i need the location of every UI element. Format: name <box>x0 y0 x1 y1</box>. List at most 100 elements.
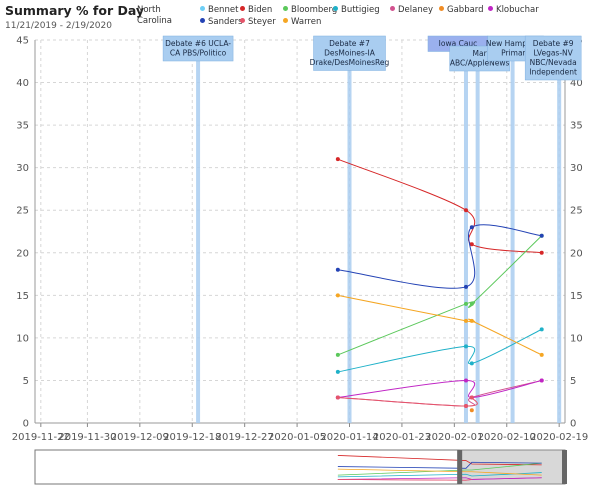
event-label-text: Primary <box>501 49 531 58</box>
overview-line <box>337 461 542 469</box>
chart-header: Summary % for Day 11/21/2019 - 2/19/2020… <box>0 0 600 34</box>
legend-swatch <box>439 6 444 11</box>
legend-label: Biden <box>248 5 273 15</box>
data-point-steyer <box>463 403 468 408</box>
overview-line <box>337 477 542 480</box>
data-point-warren <box>335 293 340 298</box>
series-line-buttigieg <box>337 328 542 373</box>
y-tick-label-left: 25 <box>16 206 29 217</box>
y-tick-label-right: 25 <box>570 206 583 217</box>
overview-brush <box>459 449 566 485</box>
event-label-box <box>313 35 386 71</box>
event-label-text: New Hampshire <box>486 39 546 48</box>
data-point-buttigieg <box>469 361 474 366</box>
legend-swatch <box>283 18 288 23</box>
event-label-text: LVegas-NV <box>534 49 574 58</box>
overview-line <box>337 468 542 476</box>
data-point-biden <box>463 208 468 213</box>
data-point-sanders <box>335 267 340 272</box>
legend-label: Gabbard <box>447 5 484 15</box>
y-tick-label-left: 30 <box>16 163 29 174</box>
legend-label: Klobuchar <box>496 5 539 15</box>
legend-item-gabbard[interactable]: Gabbard <box>439 5 484 16</box>
y-tick-label-right: 40 <box>570 78 583 89</box>
legend-item-steyer[interactable]: Steyer <box>240 17 276 28</box>
data-point-warren <box>469 318 474 323</box>
brush-handle-left <box>457 450 463 484</box>
data-point-sanders <box>463 284 468 289</box>
x-tick-label: 2020-01-14 <box>320 432 378 443</box>
legend-item-klobuchar[interactable]: Klobuchar <box>488 5 539 16</box>
y-tick-label-right: 30 <box>570 163 583 174</box>
event-label: Debate #6 UCLA-CA PBS/Politico <box>162 35 234 62</box>
overview-line <box>337 472 542 478</box>
data-point-klobuchar <box>463 378 468 383</box>
event-label-text: Debate #7 <box>329 39 370 48</box>
date-range: 11/21/2019 - 2/19/2020 <box>5 21 112 31</box>
data-point-buttigieg <box>335 369 340 374</box>
y-tick-label-right: 0 <box>570 419 576 430</box>
y-tick-label-left: 20 <box>16 248 29 259</box>
event-label-box <box>162 35 234 62</box>
y-tick-label-left: 5 <box>23 376 29 387</box>
y-tick-label-right: 20 <box>570 248 583 259</box>
event-label-text: Independent <box>529 68 577 77</box>
legend-swatch <box>488 6 493 11</box>
legend-item-buttigieg[interactable]: Buttigieg <box>333 5 380 16</box>
legend-item-bloomberg[interactable]: Bloomberg <box>283 5 337 16</box>
event-label-text: Debate #9 <box>533 39 574 48</box>
event-label-text: NBC/Nevada <box>530 58 577 67</box>
x-tick-label: 2019-12-18 <box>163 432 221 443</box>
legend-swatch <box>240 6 245 11</box>
series-line-warren <box>337 294 542 356</box>
legend-swatch <box>333 6 338 11</box>
y-tick-label-left: 10 <box>16 333 29 344</box>
event-label-text: Iowa Cauc <box>439 39 478 48</box>
x-tick-label: 2020-02-10 <box>478 432 536 443</box>
data-point-klobuchar <box>539 378 544 383</box>
y-tick-label-left: 40 <box>16 78 29 89</box>
legend-item-warren[interactable]: Warren <box>283 17 321 28</box>
event-bar <box>196 60 201 423</box>
x-tick-label: 2019-11-30 <box>58 432 116 443</box>
x-tick-label: 2020-02-01 <box>425 432 483 443</box>
series-line-biden <box>337 158 542 254</box>
y-tick-label-right: 5 <box>570 376 576 387</box>
y-tick-label-left: 0 <box>23 419 29 430</box>
legend-swatch <box>200 18 205 23</box>
overview-line <box>337 455 542 466</box>
data-point-bloomberg <box>463 301 468 306</box>
event-label-text: DesMoines-IA <box>324 49 376 58</box>
event-label-text: Drake/DesMoinesReg <box>310 58 390 67</box>
y-tick-label-right: 10 <box>570 333 583 344</box>
y-tick-label-right: 35 <box>570 121 583 132</box>
legend-swatch <box>200 6 205 11</box>
data-point-steyer <box>469 395 474 400</box>
x-tick-label: 2019-12-09 <box>111 432 169 443</box>
y-tick-label-left: 35 <box>16 121 29 132</box>
overview-line <box>337 479 472 481</box>
legend-item-bennet[interactable]: Bennet <box>200 5 238 16</box>
legend-item-sanders[interactable]: Sanders <box>200 17 243 28</box>
x-tick-label: 2020-01-05 <box>268 432 326 443</box>
data-point-steyer <box>335 395 340 400</box>
event-bar <box>510 60 515 423</box>
legend-item-biden[interactable]: Biden <box>240 5 272 16</box>
data-point-bloomberg <box>469 301 474 306</box>
event-label-text: CA PBS/Politico <box>170 49 227 58</box>
event-label-text: Debate #6 UCLA- <box>165 39 231 48</box>
legend-label: Sanders <box>208 17 243 27</box>
series-line-bloomberg <box>337 235 543 356</box>
data-point-biden <box>469 242 474 247</box>
event-bar <box>347 60 352 423</box>
data-point-sanders <box>469 225 474 230</box>
overview-line <box>337 462 542 476</box>
legend-swatch <box>390 6 395 11</box>
y-tick-label-right: 15 <box>570 291 583 302</box>
x-tick-label: 2020-02-19 <box>530 432 588 443</box>
data-point-sanders <box>539 233 544 238</box>
legend-item-delaney[interactable]: Delaney <box>390 5 433 16</box>
x-tick-label: 2019-11-22 <box>12 432 70 443</box>
